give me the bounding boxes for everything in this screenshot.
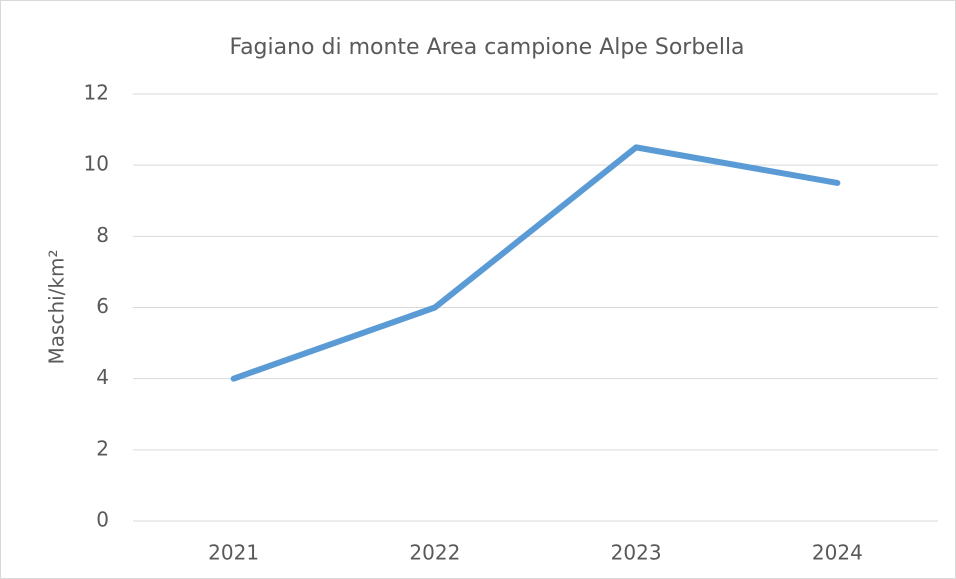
chart-title: Fagiano di monte Area campione Alpe Sorb…: [229, 35, 744, 60]
y-tick-label: 10: [84, 152, 109, 176]
y-tick-label: 0: [96, 508, 109, 532]
y-tick-label: 8: [96, 223, 109, 247]
y-tick-label: 2: [96, 436, 109, 460]
x-tick-label: 2023: [611, 541, 662, 565]
y-tick-label: 12: [84, 81, 109, 105]
y-tick-label: 4: [96, 365, 109, 389]
x-tick-label: 2022: [409, 541, 460, 565]
x-tick-label: 2024: [812, 541, 863, 565]
y-tick-label: 6: [96, 294, 109, 318]
data-line: [230, 144, 841, 382]
x-tick-label: 2021: [208, 541, 259, 565]
y-axis-label: Maschi/km²: [45, 250, 69, 365]
